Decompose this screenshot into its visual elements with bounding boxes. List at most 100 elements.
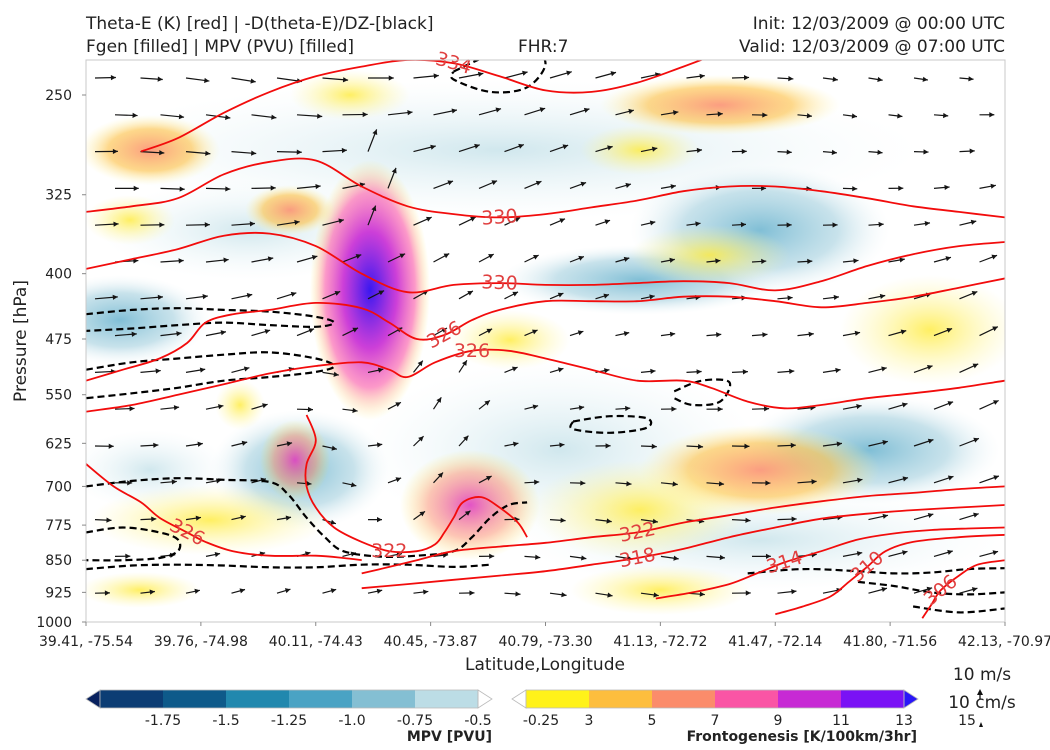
wind-vector-head bbox=[127, 480, 133, 486]
wind-vector-head bbox=[108, 443, 114, 449]
wind-vector-head bbox=[699, 73, 705, 79]
wind-vector-head bbox=[271, 114, 277, 120]
wind-vector-head bbox=[743, 75, 750, 81]
mpv-colorbar-title: MPV [PVU] bbox=[407, 729, 492, 745]
wind-vector-head bbox=[807, 258, 813, 264]
wind-vector-head bbox=[179, 186, 185, 192]
theta-e-contour bbox=[140, 60, 704, 153]
wind-vector-head bbox=[251, 150, 257, 156]
wind-vector-head bbox=[225, 114, 231, 120]
wind-vector-head bbox=[149, 589, 155, 595]
wind-vector-head bbox=[715, 258, 721, 264]
stability-contour bbox=[569, 414, 653, 434]
colorbar-segment bbox=[415, 690, 479, 708]
wind-vector-head bbox=[133, 258, 139, 264]
wind-vector-head bbox=[697, 443, 704, 450]
valid-time: Valid: 12/03/2009 @ 07:00 UTC bbox=[739, 37, 1005, 57]
wind-vector-head bbox=[485, 476, 492, 481]
fgen-region bbox=[86, 115, 220, 185]
theta-e-contour bbox=[304, 414, 528, 554]
wind-vector-head bbox=[990, 183, 996, 189]
wind-vector-head bbox=[286, 441, 293, 447]
colorbar-tick-label: 9 bbox=[774, 713, 783, 729]
wind-vector-head bbox=[786, 149, 792, 155]
wind-vector-head bbox=[577, 330, 584, 336]
y-axis-label: Pressure [hPa] bbox=[11, 280, 31, 402]
fhr-label: FHR:7 bbox=[518, 37, 569, 57]
wind-vector-head bbox=[220, 330, 226, 336]
wind-vector-head bbox=[832, 76, 838, 82]
wind-vector-head bbox=[341, 147, 347, 154]
wind-vector-head bbox=[971, 587, 978, 593]
wind-vector-head bbox=[879, 293, 886, 300]
x-tick-label: 39.76, -74.98 bbox=[154, 634, 248, 650]
wind-vector-head bbox=[625, 182, 631, 188]
wind-vector-head bbox=[832, 222, 838, 228]
fgen-region bbox=[450, 310, 570, 370]
colorbar-segment bbox=[352, 690, 416, 708]
theta-e-contour bbox=[86, 231, 1005, 294]
wind-vector-head bbox=[157, 76, 163, 82]
stability-contour bbox=[86, 307, 336, 332]
wind-vector-head bbox=[477, 71, 484, 77]
colorbar-segment bbox=[100, 690, 164, 708]
wind-vector-head bbox=[653, 592, 659, 598]
colorbar-tip bbox=[903, 689, 919, 709]
wind-vector-head bbox=[194, 588, 200, 594]
wind-vector-head bbox=[560, 517, 566, 523]
wind-vector-head bbox=[532, 329, 538, 335]
theta-e-contour bbox=[86, 348, 1005, 413]
wind-vector-head bbox=[972, 363, 979, 369]
wind-vector-head bbox=[765, 480, 771, 486]
wind-vector-head bbox=[898, 185, 904, 191]
wind-vector-head bbox=[153, 442, 159, 448]
stability-contour bbox=[86, 526, 182, 562]
wind-vector-head bbox=[484, 400, 490, 406]
wind-vector-head bbox=[469, 590, 475, 596]
fgen-region bbox=[86, 195, 175, 245]
x-tick-label: 39.41, -75.54 bbox=[39, 634, 133, 650]
theta-e-contour bbox=[921, 559, 1005, 619]
wind-vector-head bbox=[649, 220, 656, 226]
wind-vector-head bbox=[423, 589, 429, 595]
fgen-region bbox=[215, 380, 265, 430]
wind-vector-head bbox=[835, 367, 841, 373]
wind-vector-head bbox=[946, 327, 953, 333]
wind-vector-head bbox=[559, 218, 566, 224]
wind-vector-head bbox=[969, 148, 975, 154]
wind-vector-head bbox=[628, 108, 634, 114]
wind-vector-head bbox=[489, 553, 495, 559]
wind-vector-head bbox=[342, 77, 349, 83]
wind-vector-head bbox=[204, 222, 210, 228]
wind-vector-head bbox=[926, 364, 933, 370]
wind-vector-head bbox=[791, 589, 797, 595]
fgen-region bbox=[245, 185, 335, 235]
colorbar-segment bbox=[526, 690, 590, 708]
wind-vector-head bbox=[518, 143, 524, 149]
colorbar-tick-label: 5 bbox=[648, 713, 657, 729]
stability-contour bbox=[857, 580, 1005, 596]
y-tick-label: 775 bbox=[45, 518, 72, 534]
colorbar-segment bbox=[289, 690, 353, 708]
x-tick-label: 40.45, -73.87 bbox=[384, 634, 478, 650]
wind-vector-head bbox=[562, 144, 569, 150]
wind-vector-head bbox=[267, 256, 274, 262]
init-time: Init: 12/03/2009 @ 00:00 UTC bbox=[752, 14, 1005, 34]
wind-vector-head bbox=[372, 129, 378, 135]
wind-vector-head bbox=[395, 477, 402, 483]
y-tick-label: 625 bbox=[45, 436, 72, 452]
wind-vector-head bbox=[330, 519, 336, 525]
wind-vector-head bbox=[155, 368, 161, 374]
colorbar-tip bbox=[511, 689, 527, 709]
wind-vector-head bbox=[338, 218, 344, 224]
theta-e-contour bbox=[361, 485, 1005, 575]
wind-vector-head bbox=[922, 76, 928, 82]
theta-e-label: 326 bbox=[454, 340, 490, 362]
wind-vector-head bbox=[744, 443, 750, 449]
wind-vector-head bbox=[250, 78, 256, 84]
y-tick-label: 925 bbox=[45, 585, 72, 601]
wind-vector-head bbox=[945, 256, 951, 262]
wind-vector-head bbox=[331, 445, 337, 451]
wind-vector-head bbox=[262, 403, 268, 409]
